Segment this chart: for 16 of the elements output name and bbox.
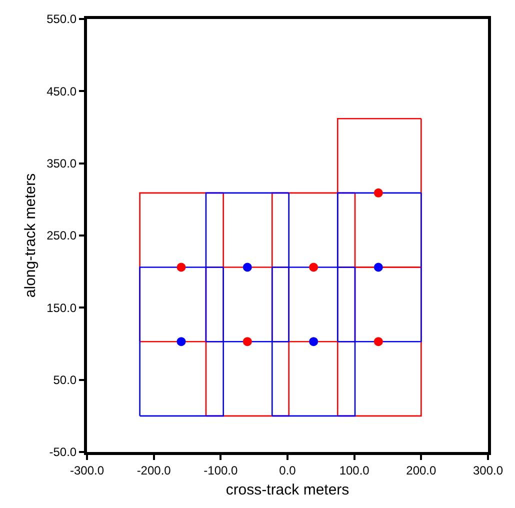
y-tick-label: 550.0 xyxy=(46,12,77,26)
x-tick-label: -100.0 xyxy=(204,463,238,478)
y-axis-title: along-track meters xyxy=(22,173,39,298)
y-tick-label: 450.0 xyxy=(46,84,77,98)
y-tick-label: 350.0 xyxy=(46,156,77,171)
y-tick-label: 250.0 xyxy=(46,228,77,243)
x-tick-label: -200.0 xyxy=(136,463,172,478)
x-tick-label: 200.0 xyxy=(406,463,437,478)
y-tick-label: -50.0 xyxy=(49,445,77,460)
x-tick-label: 300.0 xyxy=(472,463,504,478)
x-tick-label: 0.0 xyxy=(279,463,296,478)
y-tick-label: 150.0 xyxy=(46,300,77,315)
x-tick-label: -300.0 xyxy=(70,463,104,478)
y-tick-label: 50.0 xyxy=(53,373,77,388)
x-tick-label: 100.0 xyxy=(339,463,370,478)
x-axis-title: cross-track meters xyxy=(226,481,350,498)
